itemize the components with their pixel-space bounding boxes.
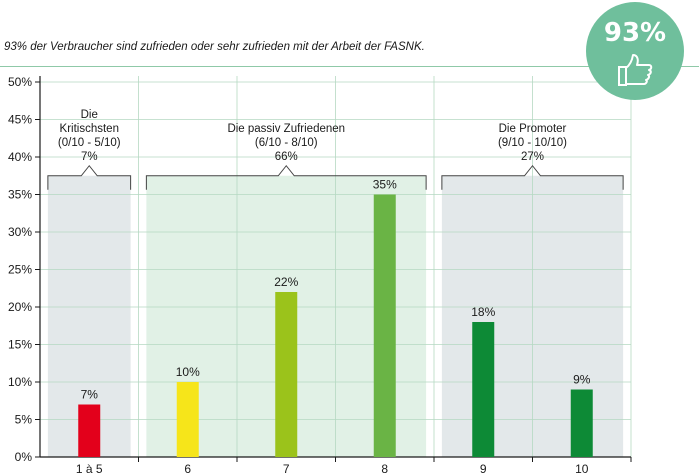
group-label-line: (0/10 - 5/10) [58, 137, 121, 149]
data-label: 35% [373, 178, 397, 192]
bar [570, 389, 593, 457]
x-tick-label: 9 [480, 462, 487, 476]
group-label-line: (9/10 - 10/10) [498, 137, 567, 149]
bar [275, 292, 298, 457]
group-label-line: Die [81, 109, 98, 121]
badge-value: 93% [603, 18, 667, 48]
y-tick-label: 50% [8, 75, 32, 89]
group-brace [441, 164, 624, 190]
data-label: 18% [471, 305, 495, 319]
group-label-line: Die Promoter [499, 123, 567, 135]
bar [78, 404, 101, 457]
header-divider [0, 66, 699, 67]
data-label: 22% [274, 275, 298, 289]
chart-bars: 7% 10% 22% 35% 18% 9% [78, 178, 593, 457]
y-tick-label: 5% [15, 413, 33, 427]
bar [373, 194, 396, 457]
data-label: 7% [81, 388, 99, 402]
satisfaction-badge: 93% [586, 2, 684, 100]
y-tick-label: 35% [8, 188, 32, 202]
y-tick-label: 20% [8, 300, 32, 314]
group-label-line: (6/10 - 8/10) [255, 137, 318, 149]
y-tick-label: 30% [8, 225, 32, 239]
group-brace [47, 164, 132, 190]
x-tick-label: 10 [575, 462, 589, 476]
group-label-line: 27% [521, 151, 544, 163]
thumbs-up-icon [618, 54, 653, 86]
group-brace [145, 164, 427, 190]
x-tick-label: 1 à 5 [76, 462, 103, 476]
group-label-line: Die passiv Zufriedenen [227, 123, 345, 135]
bar [176, 382, 199, 457]
y-tick-label: 25% [8, 263, 32, 277]
data-label: 9% [573, 373, 591, 387]
y-tick-label: 45% [8, 113, 32, 127]
x-tick-label: 7 [283, 462, 290, 476]
y-tick-label: 15% [8, 338, 32, 352]
y-tick-label: 0% [15, 450, 33, 464]
group-label-line: 7% [81, 151, 98, 163]
y-tick-label: 10% [8, 375, 32, 389]
y-tick-label: 40% [8, 150, 32, 164]
group-annotations: Die Kritischsten (0/10 - 5/10) 7% Die passiv… [47, 109, 624, 190]
bar [472, 322, 495, 457]
x-tick-label: 8 [381, 462, 388, 476]
x-tick-label: 6 [184, 462, 191, 476]
group-label-line: 66% [275, 151, 298, 163]
data-label: 10% [176, 365, 200, 379]
group-label-line: Kritischsten [60, 123, 119, 135]
chart-axes: 0% 5% 10% 15% 20% 25% 30% 35% 40% 45% 50% 1 à 5 6 7 8 9… [8, 75, 632, 476]
chart-subtitle: 93% der Verbraucher sind zufrieden oder … [4, 41, 425, 53]
